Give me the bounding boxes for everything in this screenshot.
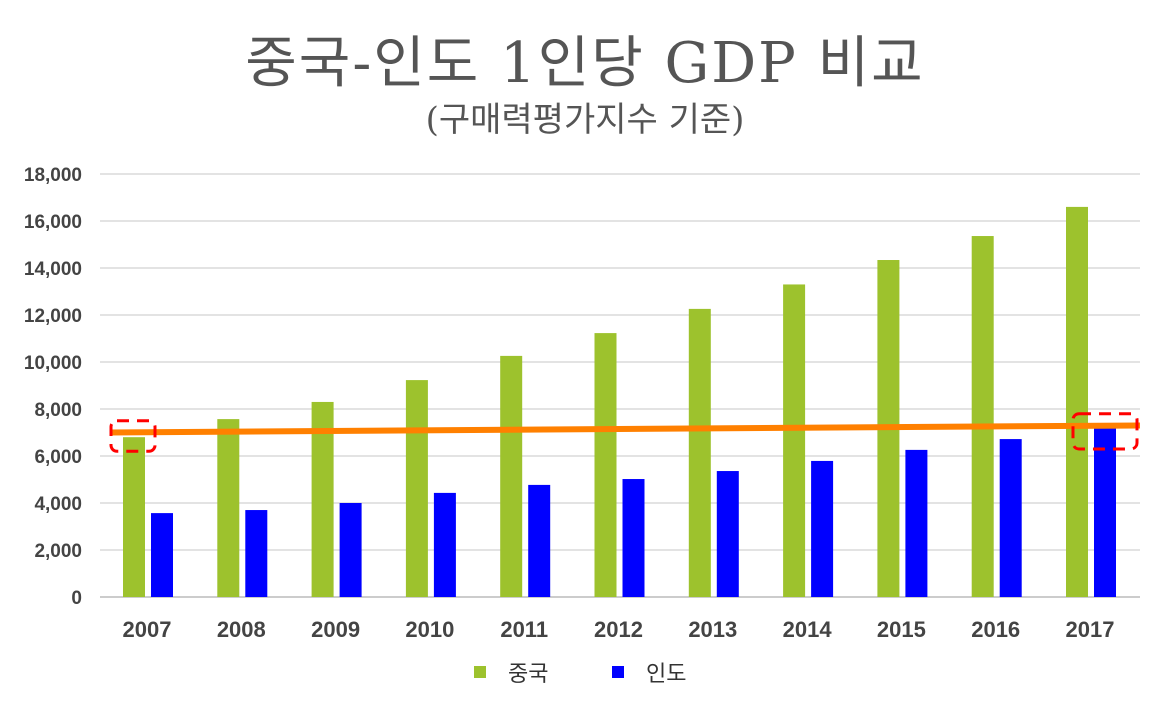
bar-india-2007 <box>151 513 173 597</box>
x-tick-label: 2017 <box>1066 617 1115 642</box>
y-tick-label: 10,000 <box>24 353 82 374</box>
bar-china-2017 <box>1066 206 1088 597</box>
bar-india-2015 <box>905 449 928 597</box>
x-tick-label: 2010 <box>405 617 454 642</box>
x-tick-label: 2008 <box>217 617 266 642</box>
bar-china-2011 <box>500 355 523 597</box>
bar-china-2014 <box>783 284 806 597</box>
x-tick-label: 2012 <box>594 617 643 642</box>
chart-subtitle: (구매력평가지수 기준) <box>425 100 745 140</box>
x-tick-label: 2009 <box>311 617 360 642</box>
bar-china-2007 <box>123 437 145 597</box>
y-tick-label: 8,000 <box>34 400 82 421</box>
trend-line <box>109 422 1141 436</box>
y-tick-label: 16,000 <box>24 212 82 233</box>
bar-india-2013 <box>716 471 739 597</box>
x-tick-label: 2011 <box>500 617 548 642</box>
y-tick-label: 2,000 <box>34 541 82 562</box>
x-tick-label: 2016 <box>971 617 1020 642</box>
highlight-box-2007 <box>109 419 157 453</box>
bar-india-2016 <box>999 439 1022 597</box>
y-tick-label: 4,000 <box>34 494 82 515</box>
bar-china-2012 <box>594 333 617 597</box>
bar-india-2009 <box>339 503 362 597</box>
y-tick-label: 6,000 <box>34 447 82 468</box>
bar-india-2011 <box>528 484 551 597</box>
x-tick-label: 2007 <box>123 617 172 642</box>
y-tick-label: 14,000 <box>24 259 82 280</box>
y-tick-label: 0 <box>71 588 82 609</box>
legend-label: 인도 <box>646 662 686 687</box>
legend-swatch <box>474 666 486 678</box>
x-tick-label: 2013 <box>688 617 737 642</box>
bar-china-2010 <box>405 380 428 597</box>
highlight-box-2017 <box>1071 412 1139 451</box>
y-tick-label: 12,000 <box>24 306 82 327</box>
chart-title: 중국-인도 1인당 GDP 비교 <box>245 31 925 96</box>
bar-china-2016 <box>971 236 994 598</box>
bar-china-2013 <box>688 308 711 597</box>
y-tick-label: 18,000 <box>24 165 82 186</box>
bar-india-2014 <box>811 460 834 597</box>
bar-india-2010 <box>433 492 456 597</box>
legend-swatch <box>612 666 624 678</box>
bar-china-2008 <box>217 419 240 597</box>
x-tick-label: 2014 <box>783 617 833 642</box>
bar-india-2012 <box>622 479 645 597</box>
bar-china-2009 <box>311 401 334 597</box>
legend-label: 중국 <box>508 662 548 687</box>
x-tick-label: 2015 <box>877 617 926 642</box>
bar-india-2017 <box>1094 427 1116 597</box>
bar-india-2008 <box>245 510 268 597</box>
